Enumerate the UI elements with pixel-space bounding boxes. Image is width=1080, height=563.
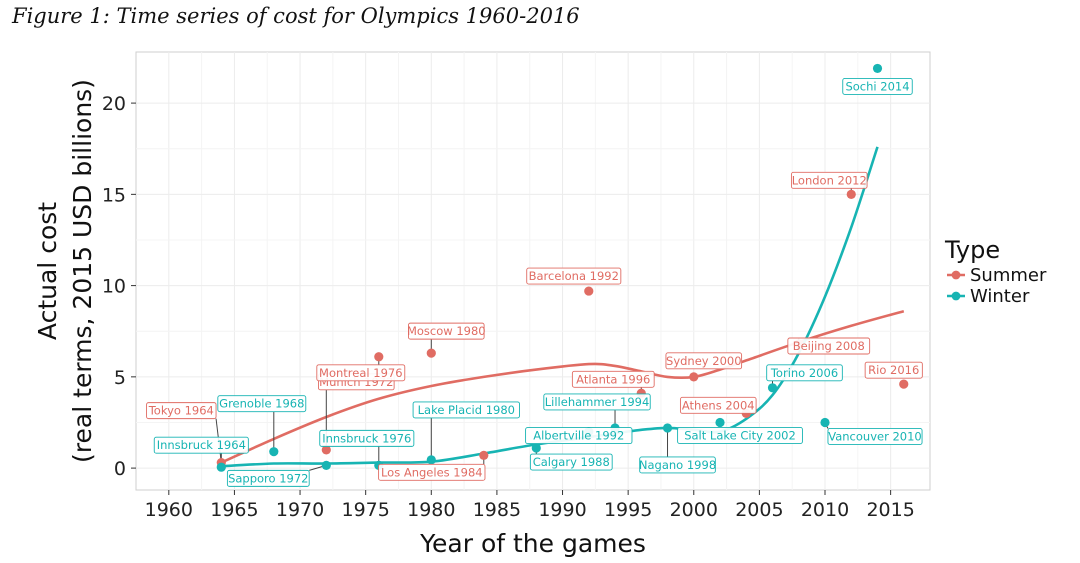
y-tick-label-10: 10 (102, 276, 126, 298)
label-beijing-2008: Beijing 2008 (793, 339, 865, 353)
point-sydney-2000 (689, 372, 699, 382)
label-london-2012: London 2012 (792, 173, 867, 187)
x-tick-label-1990: 1990 (538, 499, 586, 521)
label-tokyo-1964: Tokyo 1964 (148, 404, 214, 418)
label-box-lake-placid-1980 (412, 401, 520, 419)
label-box-los-angeles-1984 (378, 463, 486, 481)
label-barcelona-1992: Barcelona 1992 (529, 269, 619, 283)
label-box-torino-2006 (766, 364, 843, 382)
label-box-innsbruck-1976 (319, 429, 415, 447)
label-montreal-1976: Montreal 1976 (319, 366, 402, 380)
x-tick-label-1980: 1980 (407, 499, 455, 521)
legend-key-dot-summer (951, 270, 961, 280)
x-tick-label-1995: 1995 (604, 499, 652, 521)
legend-label-summer: Summer (970, 265, 1047, 286)
label-box-montreal-1976 (316, 364, 406, 382)
label-box-salt-lake-city-2002 (677, 427, 803, 444)
point-calgary-1988 (531, 443, 541, 453)
label-vancouver-2010: Vancouver 2010 (828, 429, 922, 443)
label-lillehammer-1994: Lillehammer 1994 (545, 395, 650, 409)
label-torino-2006: Torino 2006 (770, 366, 838, 380)
point-london-2012 (846, 189, 856, 199)
point-moscow-1980 (426, 348, 436, 358)
x-tick-label-2010: 2010 (801, 499, 849, 521)
label-box-vancouver-2010 (827, 428, 923, 445)
label-sapporo-1972: Sapporo 1972 (228, 471, 308, 485)
y-tick-label-0: 0 (114, 458, 126, 480)
point-lake-placid-1980 (426, 455, 436, 465)
label-sydney-2000: Sydney 2000 (666, 354, 742, 368)
x-tick-label-1960: 1960 (145, 499, 193, 521)
label-innsbruck-1964: Innsbruck 1964 (157, 438, 246, 452)
point-nagano-1998 (662, 423, 673, 433)
label-box-sapporo-1972 (226, 469, 310, 487)
point-munich-1972 (321, 445, 331, 455)
label-salt-lake-city-2002: Salt Lake City 2002 (684, 428, 796, 442)
point-montreal-1976 (374, 352, 384, 362)
label-atlanta-1996: Atlanta 1996 (576, 372, 650, 386)
x-tick-label-1985: 1985 (473, 499, 521, 521)
x-tick-label-1975: 1975 (341, 499, 389, 521)
label-box-barcelona-1992 (526, 267, 622, 285)
label-calgary-1988: Calgary 1988 (533, 455, 610, 469)
point-barcelona-1992 (584, 286, 594, 296)
label-box-moscow-1980 (408, 322, 485, 340)
point-rio-2016 (899, 379, 909, 389)
label-nagano-1998: Nagano 1998 (639, 458, 716, 472)
y-tick-label-5: 5 (114, 367, 126, 389)
point-torino-2006 (767, 383, 778, 393)
y-axis-title-line-1: Actual cost (33, 202, 62, 340)
label-box-atlanta-1996 (571, 370, 655, 388)
y-tick-label-20: 20 (102, 93, 126, 115)
label-box-calgary-1988 (529, 453, 613, 471)
label-box-sydney-2000 (665, 352, 743, 370)
x-tick-label-2015: 2015 (866, 499, 914, 521)
smooth-line-summer (220, 309, 905, 464)
label-innsbruck-1976: Innsbruck 1976 (322, 431, 411, 445)
label-box-nagano-1998 (639, 456, 716, 474)
point-grenoble-1968 (269, 447, 279, 457)
x-axis-title: Year of the games (419, 529, 646, 558)
label-box-lillehammer-1994 (543, 393, 651, 411)
label-los-angeles-1984: Los Angeles 1984 (381, 465, 483, 479)
label-box-albertville-1992 (525, 427, 633, 445)
label-rio-2016: Rio 2016 (868, 363, 919, 377)
label-box-sochi-2014 (842, 77, 913, 95)
label-grenoble-1968: Grenoble 1968 (219, 397, 304, 411)
label-box-london-2012 (790, 171, 868, 189)
axes: 1960 1965 1970 1975 1980 1985 1990 1995 2000 2005… (33, 79, 915, 558)
legend-label-winter: Winter (970, 286, 1030, 307)
label-box-athens-2004 (679, 396, 757, 414)
y-tick-label-15: 15 (102, 184, 126, 206)
label-sochi-2014: Sochi 2014 (845, 79, 909, 93)
point-sapporo-1972 (321, 460, 331, 470)
point-sochi-2014 (872, 63, 883, 74)
label-box-beijing-2008 (787, 337, 871, 355)
label-moscow-1980: Moscow 1980 (407, 324, 486, 338)
point-innsbruck-1964 (216, 462, 226, 472)
x-tick-label-2000: 2000 (670, 499, 718, 521)
label-albertville-1992: Albertville 1992 (533, 429, 624, 443)
label-athens-2004: Athens 2004 (682, 398, 755, 412)
legend-title: Type (944, 236, 1000, 264)
point-vancouver-2010 (820, 417, 830, 428)
legend-key-dot-winter (951, 291, 961, 301)
label-box-innsbruck-1964 (153, 436, 249, 454)
label-lake-placid-1980: Lake Placid 1980 (418, 403, 515, 417)
label-box-rio-2016 (864, 361, 923, 379)
label-box-grenoble-1968 (217, 395, 307, 413)
point-salt-lake-city-2002 (715, 417, 725, 428)
label-box-tokyo-1964 (146, 402, 217, 420)
y-axis-title-line-2: (real terms, 2015 USD billions) (68, 79, 97, 463)
point-los-angeles-1984 (479, 450, 489, 460)
x-tick-label-1965: 1965 (210, 499, 258, 521)
figure-caption: Figure 1: Time series of cost for Olympi… (12, 4, 580, 28)
x-tick-label-1970: 1970 (276, 499, 324, 521)
x-tick-label-2005: 2005 (735, 499, 783, 521)
